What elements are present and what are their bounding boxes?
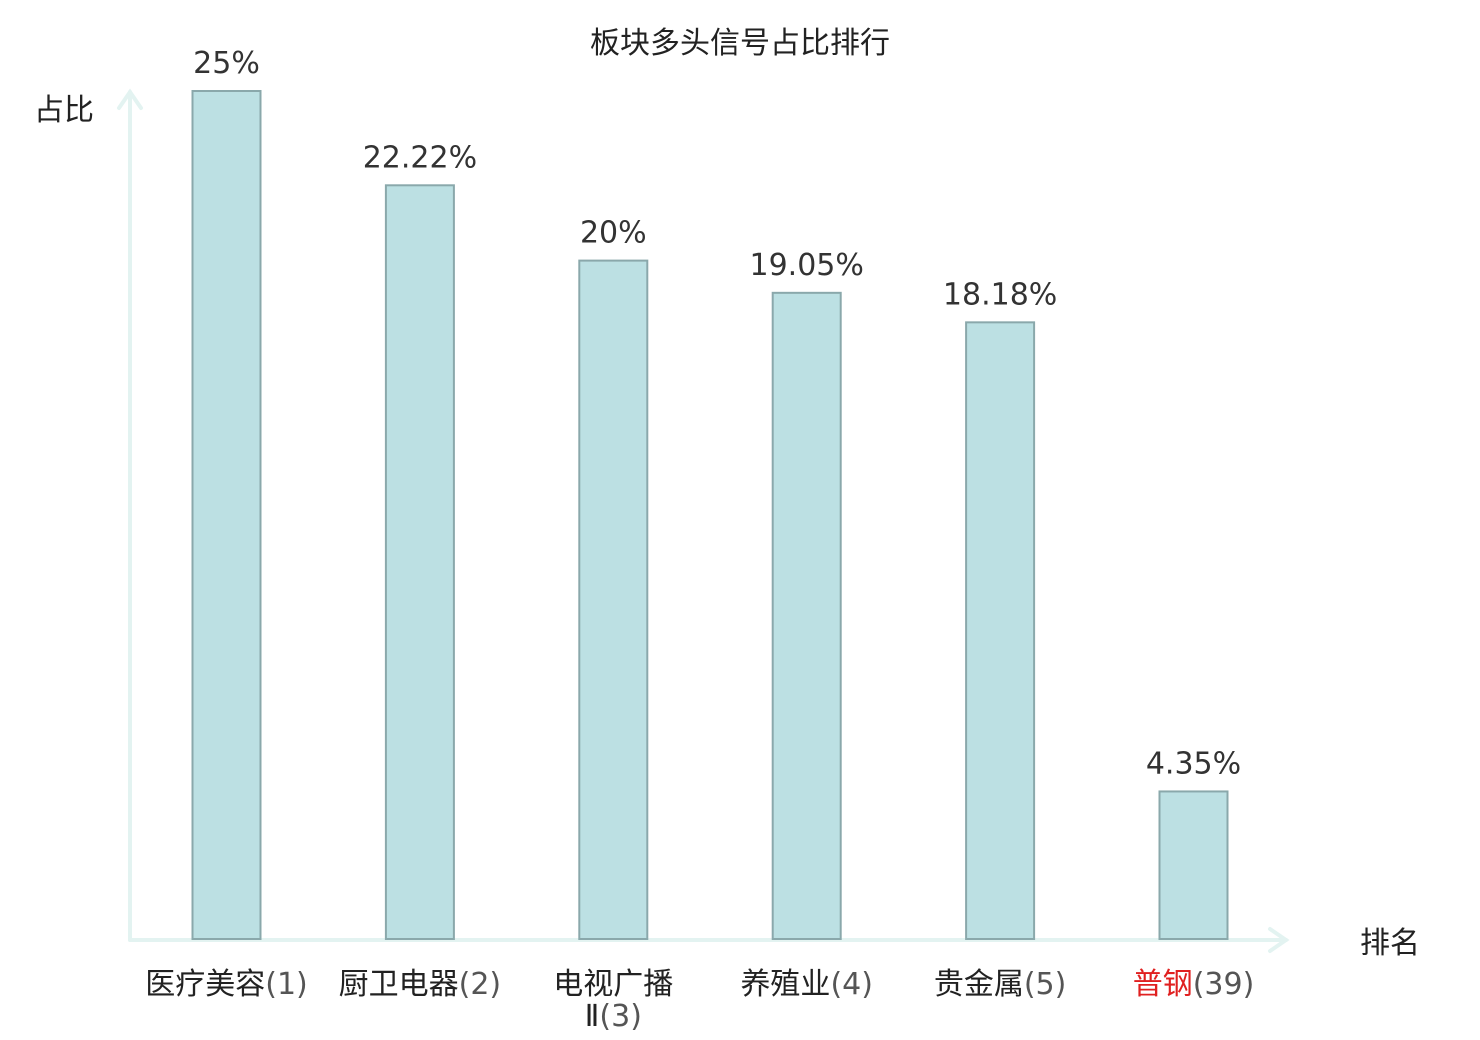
x-axis [128, 927, 1290, 953]
category-label-line2: Ⅱ(3) [585, 999, 642, 1034]
category-label: 医疗美容(1) [145, 967, 308, 1002]
bar [771, 291, 842, 941]
category-label: 普钢(39) [1133, 967, 1255, 1002]
bar [578, 259, 649, 941]
bar [384, 184, 455, 940]
data-label: 25% [193, 46, 260, 81]
data-label: 18.18% [943, 277, 1057, 312]
bar [1158, 790, 1229, 940]
category-label: 电视广播 [553, 967, 673, 1002]
chart-title: 板块多头信号占比排行 [590, 26, 890, 61]
y-axis-label: 占比 [34, 93, 94, 128]
category-label: 贵金属(5) [934, 967, 1067, 1002]
category-label: 养殖业(4) [740, 967, 873, 1002]
data-label: 19.05% [750, 248, 864, 283]
data-label: 20% [580, 216, 647, 251]
value-labels-group: 25% 22.22% 20% 19.05% 18.18% 4.35% [193, 46, 1241, 781]
y-axis [117, 88, 143, 942]
bar [191, 90, 262, 940]
category-label: 厨卫电器(2) [339, 967, 502, 1002]
data-label: 4.35% [1146, 746, 1241, 781]
bars-group [191, 90, 1229, 941]
x-axis-label: 排名 [1360, 926, 1420, 961]
data-label: 22.22% [363, 140, 477, 175]
bar [965, 321, 1036, 940]
